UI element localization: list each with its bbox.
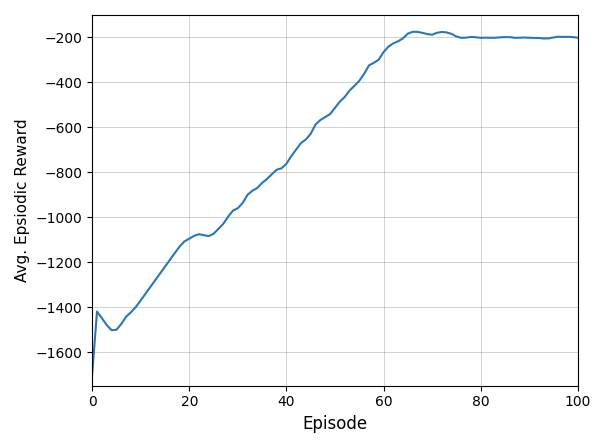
Y-axis label: Avg. Epsiodic Reward: Avg. Epsiodic Reward <box>15 119 30 282</box>
X-axis label: Episode: Episode <box>302 415 368 433</box>
